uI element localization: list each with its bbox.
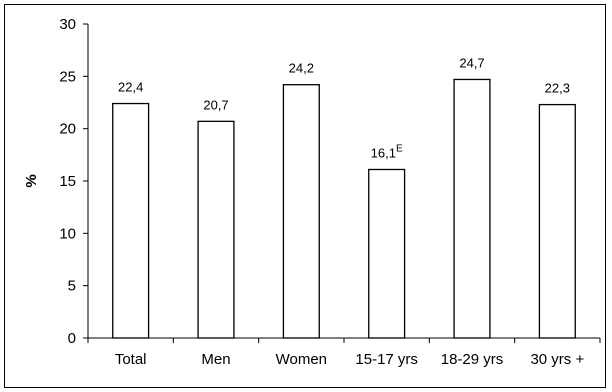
data-label: 22,3 xyxy=(545,81,570,96)
category-label: 18-29 yrs xyxy=(441,351,504,368)
bar-total xyxy=(112,102,150,339)
category-label: Total xyxy=(115,351,147,368)
y-tick-label: 20 xyxy=(59,121,76,138)
data-label-value: 24,7 xyxy=(459,55,484,70)
y-tick-label: 15 xyxy=(59,173,76,190)
bar-15-17-yrs xyxy=(368,168,406,339)
y-axis-label: % xyxy=(23,174,40,187)
category-label: 15-17 yrs xyxy=(355,351,418,368)
data-label: 24,2 xyxy=(289,61,314,76)
data-label: 20,7 xyxy=(203,97,228,112)
data-label-value: 20,7 xyxy=(203,97,228,112)
bar-30-yrs- xyxy=(538,103,576,339)
data-label-value: 16,1 xyxy=(371,145,396,160)
data-label: 24,7 xyxy=(459,55,484,70)
y-tick-label: 0 xyxy=(68,330,76,347)
y-tick-label: 30 xyxy=(59,16,76,33)
data-label: 22,4 xyxy=(118,80,143,95)
y-tick-label: 5 xyxy=(68,278,76,295)
bar-women xyxy=(282,84,320,339)
data-label: 16,1E xyxy=(371,143,403,160)
y-tick-label: 10 xyxy=(59,225,76,242)
category-label: Women xyxy=(276,351,327,368)
data-label-value: 24,2 xyxy=(289,61,314,76)
data-label-value: 22,4 xyxy=(118,80,143,95)
data-label-value: 22,3 xyxy=(545,81,570,96)
y-tick-label: 25 xyxy=(59,68,76,85)
category-label: 30 yrs + xyxy=(530,351,584,368)
bar-men xyxy=(197,120,235,339)
bar-18-29-yrs xyxy=(453,78,491,339)
category-label: Men xyxy=(201,351,230,368)
data-label-superscript: E xyxy=(396,143,403,154)
